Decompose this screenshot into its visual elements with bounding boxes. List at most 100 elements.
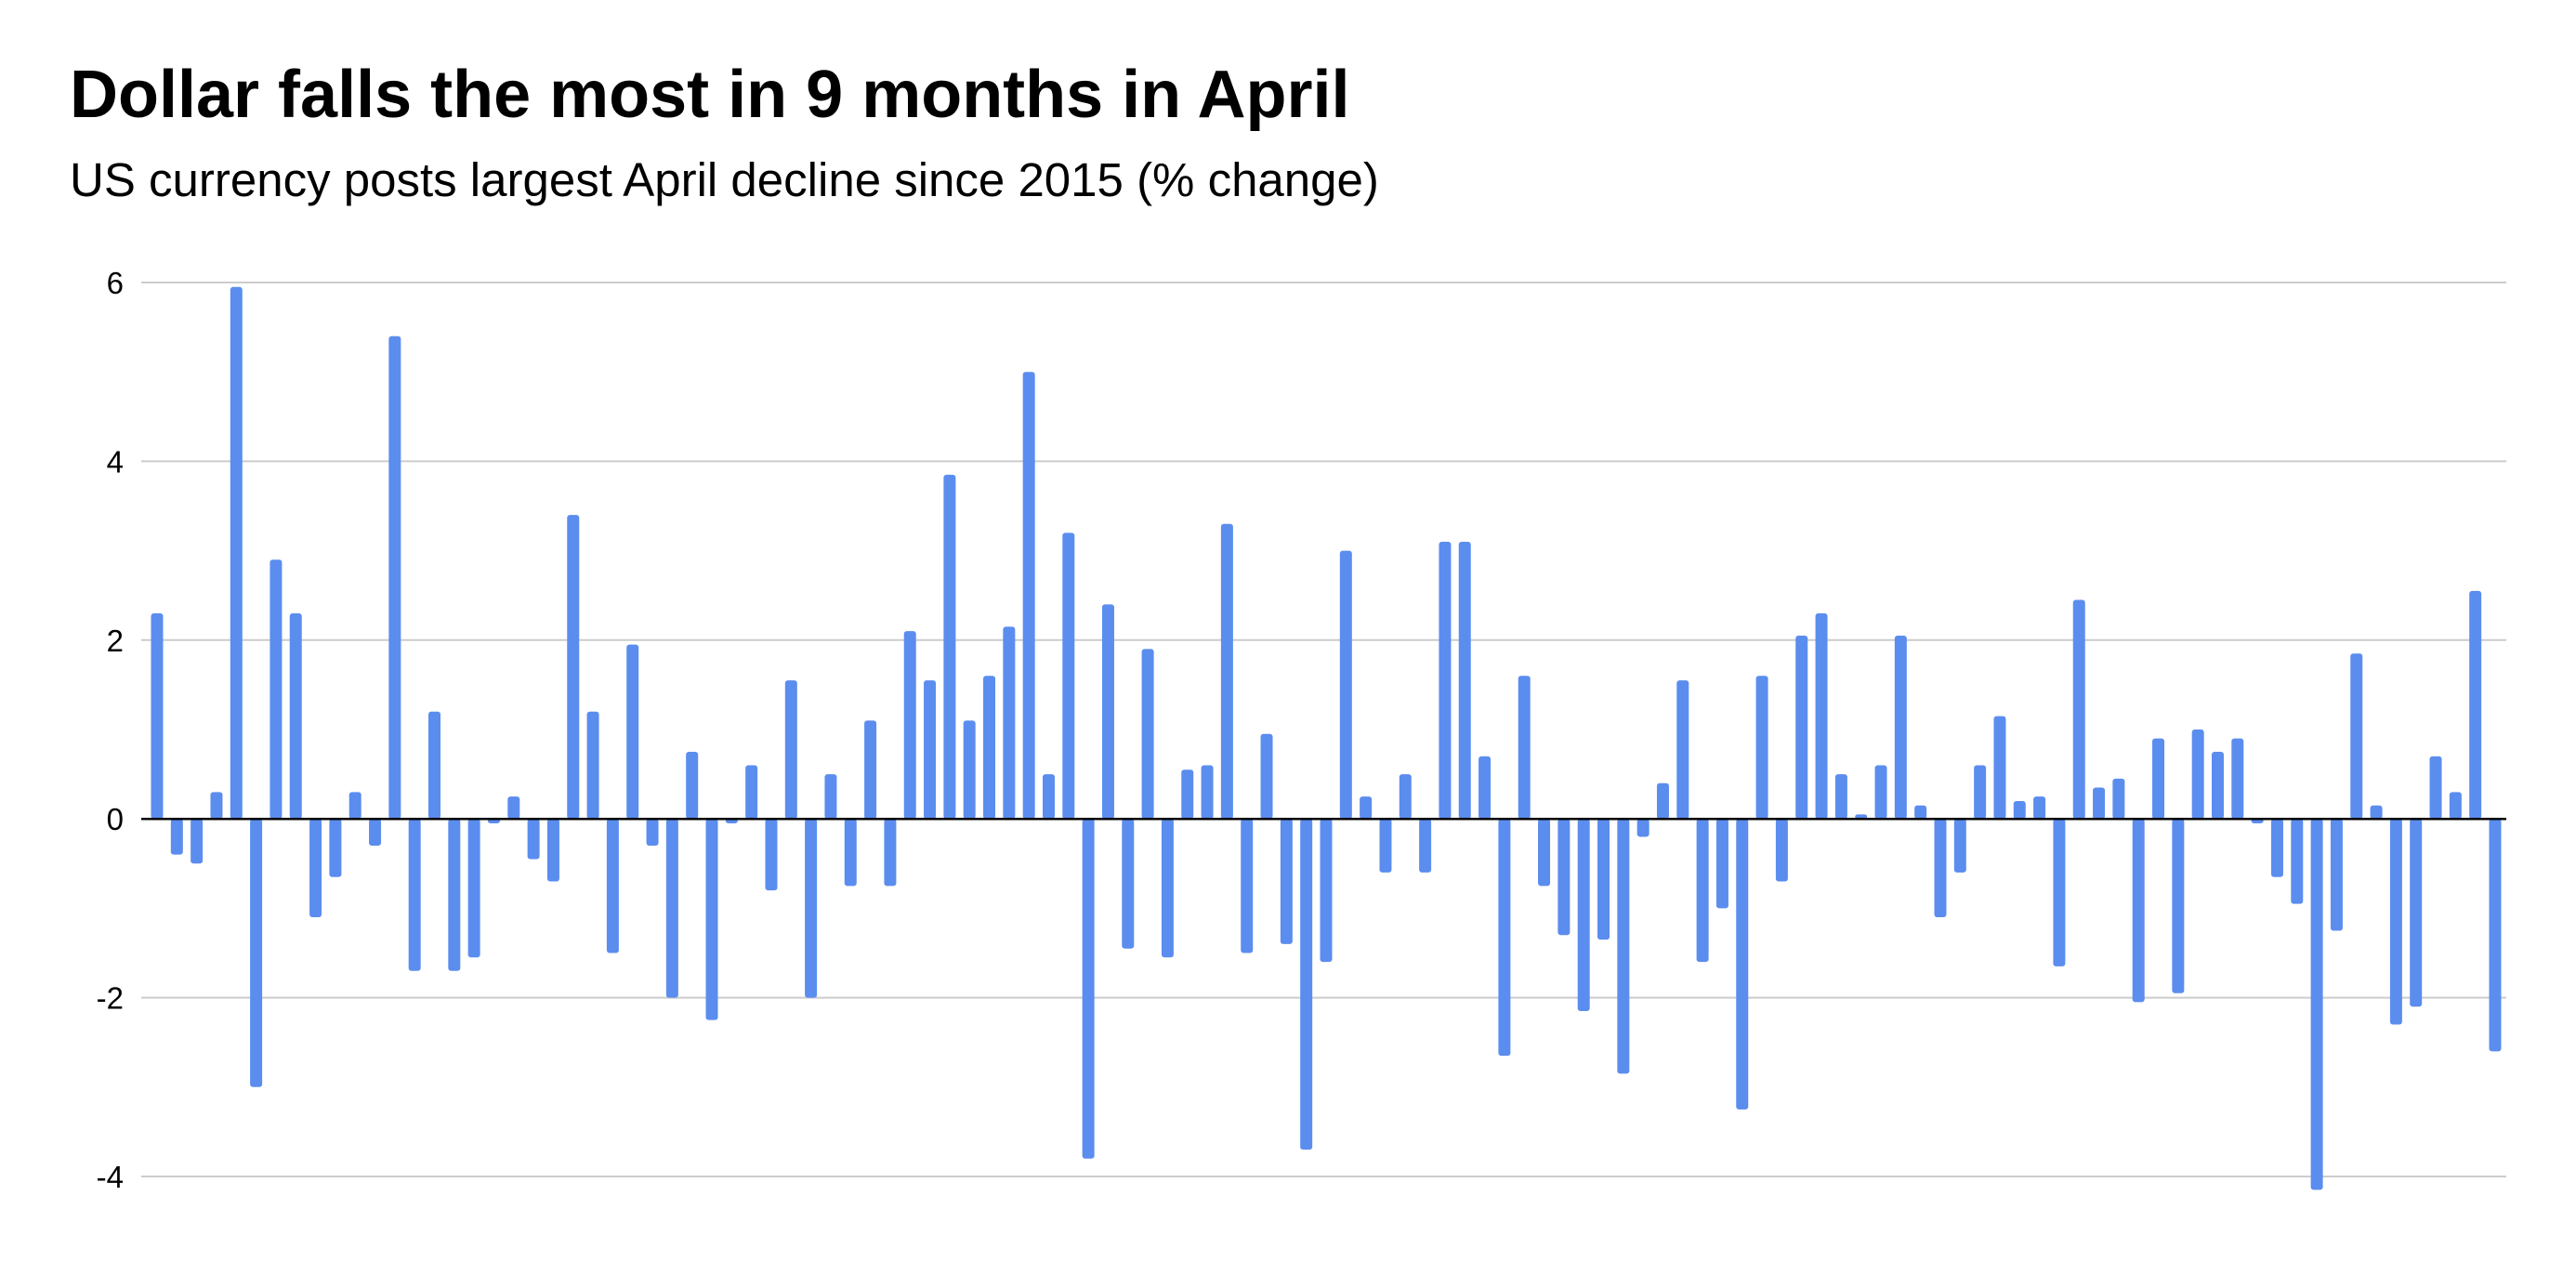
bar <box>1339 550 1352 820</box>
bar <box>1161 819 1174 958</box>
bar <box>2172 819 2185 993</box>
bar <box>606 819 619 953</box>
bar <box>2429 756 2442 820</box>
bar <box>1617 819 1630 1074</box>
bar <box>2310 819 2323 1190</box>
bar <box>191 819 204 864</box>
bar <box>646 819 659 847</box>
bar <box>151 612 164 820</box>
bar <box>1934 819 1947 918</box>
bar <box>745 765 758 820</box>
bar <box>2389 819 2402 1025</box>
bar <box>1479 756 1492 820</box>
bar <box>1141 649 1154 820</box>
bar <box>903 631 916 820</box>
chart-title: Dollar falls the most in 9 months in Apr… <box>70 58 1350 132</box>
bar <box>1874 765 1887 820</box>
bar <box>2072 599 2085 820</box>
bars <box>151 286 2502 1190</box>
bar <box>2370 805 2383 820</box>
bar <box>1557 819 1571 936</box>
bar <box>309 819 322 918</box>
bar <box>1597 819 1610 940</box>
bar <box>1656 782 1669 820</box>
bar <box>1736 819 1749 1110</box>
bar <box>1101 604 1114 820</box>
bar <box>1894 635 1907 820</box>
bar <box>329 819 342 877</box>
bar <box>1181 769 1194 820</box>
bar <box>1379 819 1392 873</box>
bar <box>527 819 540 860</box>
bar <box>1082 819 1095 1159</box>
bar <box>1498 819 1511 1057</box>
bar <box>507 796 520 820</box>
bar <box>2013 800 2026 820</box>
bar <box>289 612 302 820</box>
bar <box>1795 635 1808 820</box>
bar <box>1201 765 1214 820</box>
bar <box>388 335 401 820</box>
bar <box>824 774 837 820</box>
bar <box>1280 819 1293 944</box>
bar <box>1974 765 1987 820</box>
bar <box>626 644 639 820</box>
bar <box>2469 590 2482 820</box>
bar <box>1755 676 1768 820</box>
y-tick-label: -4 <box>97 1160 124 1194</box>
bar <box>943 474 956 820</box>
bar <box>448 819 461 971</box>
bar <box>1360 796 1373 820</box>
y-axis-ticks: 6 4 2 0 -2 -4 <box>97 266 124 1194</box>
bar <box>467 819 480 958</box>
bar <box>2152 738 2165 820</box>
bar <box>1577 819 1590 1012</box>
bar <box>805 819 818 998</box>
bar <box>2291 819 2304 904</box>
bar <box>1419 819 1432 873</box>
bar <box>705 819 718 1020</box>
y-tick-label: -2 <box>97 981 124 1016</box>
bar <box>269 559 283 820</box>
y-tick-label: 2 <box>107 624 124 658</box>
bar <box>2033 796 2046 820</box>
bar <box>864 720 877 820</box>
bar <box>1320 819 1333 963</box>
gridlines <box>141 282 2506 1177</box>
bar <box>1458 541 1471 820</box>
bar <box>369 819 382 847</box>
bar <box>230 286 243 820</box>
bar <box>1775 819 1788 882</box>
bar <box>348 792 361 820</box>
chart-subtitle: US currency posts largest April decline … <box>70 153 1379 206</box>
bar <box>1538 819 1551 887</box>
bar <box>1003 626 1016 820</box>
bar <box>963 720 976 820</box>
bar <box>2489 819 2502 1052</box>
bar <box>1300 819 1313 1150</box>
bar <box>2330 819 2343 931</box>
bar <box>884 819 897 887</box>
y-tick-label: 0 <box>107 802 124 836</box>
bar <box>686 752 699 820</box>
bar <box>2449 792 2462 820</box>
bar <box>2132 819 2145 1003</box>
bar <box>567 515 580 820</box>
bar <box>2211 752 2224 820</box>
bar <box>784 680 797 820</box>
bar <box>428 711 441 820</box>
bar <box>1518 676 1531 820</box>
bar <box>1815 612 1828 820</box>
bar <box>1636 819 1649 837</box>
bar <box>170 819 183 855</box>
bar <box>1715 819 1728 909</box>
bar <box>1439 541 1452 820</box>
bar <box>2350 653 2363 820</box>
bar <box>1042 774 1055 820</box>
bar <box>1260 733 1273 820</box>
bar <box>2112 778 2125 820</box>
bar <box>210 792 223 820</box>
bar <box>586 711 599 820</box>
bar <box>250 819 263 1087</box>
